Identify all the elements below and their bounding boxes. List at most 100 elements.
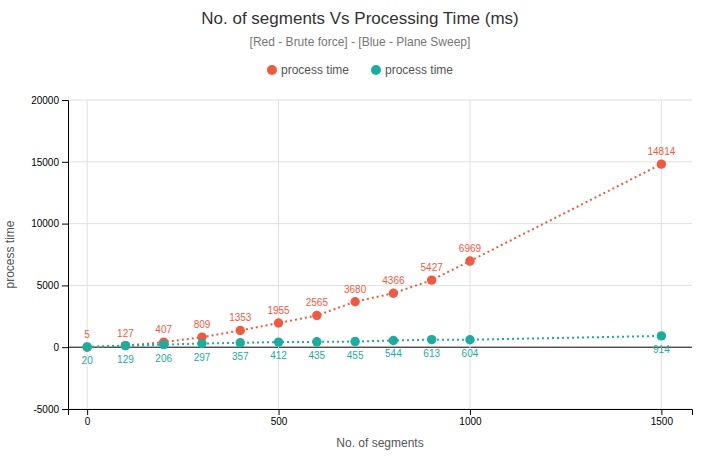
data-label: 435 xyxy=(308,350,325,361)
point xyxy=(657,159,666,168)
point xyxy=(312,337,321,346)
grid-line xyxy=(68,285,692,286)
legend: process time process time xyxy=(267,63,453,77)
x-tick-label: 1000 xyxy=(459,416,482,427)
data-label: 809 xyxy=(194,319,211,330)
x-tick-label: 1500 xyxy=(651,416,674,427)
x-tick-mark xyxy=(661,409,662,415)
y-axis-title: process time xyxy=(3,220,17,288)
point xyxy=(312,311,321,320)
data-label: 613 xyxy=(423,348,440,359)
data-label: 1955 xyxy=(267,305,290,316)
grid-line xyxy=(469,100,470,409)
data-label: 297 xyxy=(194,352,211,363)
legend-marker xyxy=(267,65,277,75)
y-tick-mark xyxy=(62,100,68,101)
x-tick-label: 0 xyxy=(85,416,91,427)
series-line xyxy=(87,164,661,347)
legend-label: process time xyxy=(281,63,349,77)
point xyxy=(465,256,474,265)
point xyxy=(389,336,398,345)
point xyxy=(350,297,359,306)
legend-marker xyxy=(371,65,381,75)
x-axis: 0 500 1000 1500 xyxy=(69,409,693,427)
point xyxy=(82,342,91,351)
point xyxy=(350,337,359,346)
data-label: 357 xyxy=(232,351,249,362)
x-axis-title: No. of segments xyxy=(336,436,423,450)
x-tick-mark xyxy=(279,409,280,415)
x-tick-label: 500 xyxy=(271,416,288,427)
x-tick: 1000 xyxy=(459,409,482,427)
point xyxy=(197,339,206,348)
y-tick-mark xyxy=(62,224,68,225)
data-label: 2565 xyxy=(306,297,329,308)
y-tick: 20000 xyxy=(31,95,68,106)
grid xyxy=(68,100,692,409)
marks xyxy=(82,159,666,351)
y-tick: -5000 xyxy=(33,404,68,415)
y-tick-mark xyxy=(62,347,68,348)
x-tick: 0 xyxy=(85,409,91,427)
grid-line xyxy=(278,100,279,409)
x-axis-line xyxy=(69,410,693,416)
point xyxy=(236,326,245,335)
y-tick: 15000 xyxy=(31,157,68,168)
data-label: 20 xyxy=(82,355,94,366)
y-tick-mark xyxy=(62,285,68,286)
subtitle: [Red - Brute force] - [Blue - Plane Swee… xyxy=(250,35,471,49)
y-tick: 5000 xyxy=(37,280,68,291)
point xyxy=(657,331,666,340)
grid-line xyxy=(68,100,692,101)
x-tick-mark xyxy=(470,409,471,415)
plot: 0 500 1000 1500 -5000 0 5000 10000 15000 20000 No.… xyxy=(3,95,693,450)
data-label: 5427 xyxy=(421,262,444,273)
x-tick: 1500 xyxy=(651,409,674,427)
point xyxy=(427,275,436,284)
grid-line xyxy=(68,161,692,162)
y-tick-label: 5000 xyxy=(37,280,60,291)
point xyxy=(274,337,283,346)
data-label: 407 xyxy=(155,324,172,335)
point xyxy=(389,289,398,298)
legend-item: process time xyxy=(267,63,349,77)
series-line xyxy=(87,336,661,347)
data-label: 3680 xyxy=(344,284,367,295)
y-tick-mark xyxy=(62,162,68,163)
legend-label: process time xyxy=(385,63,453,77)
y-tick: 0 xyxy=(53,342,68,353)
y-tick-mark xyxy=(62,409,68,410)
data-label: 5 xyxy=(84,329,90,340)
legend-item: process time xyxy=(371,63,453,77)
y-axis-line xyxy=(62,101,69,410)
data-label: 455 xyxy=(347,350,364,361)
data-label: 14814 xyxy=(647,146,675,157)
data-label: 6969 xyxy=(459,243,482,254)
data-label: 914 xyxy=(653,344,670,355)
y-tick-label: 15000 xyxy=(31,157,59,168)
point xyxy=(159,340,168,349)
data-label: 412 xyxy=(270,350,287,361)
y-tick: 10000 xyxy=(31,218,68,229)
x-tick: 500 xyxy=(271,409,288,427)
data-label: 129 xyxy=(117,354,134,365)
data-label: 604 xyxy=(462,348,479,359)
y-tick-label: -5000 xyxy=(33,404,59,415)
y-tick-label: 0 xyxy=(53,342,59,353)
title: No. of segments Vs Processing Time (ms) xyxy=(201,9,518,28)
data-label: 206 xyxy=(155,353,172,364)
point xyxy=(274,318,283,327)
data-label: 4366 xyxy=(382,275,405,286)
point xyxy=(465,335,474,344)
chart: No. of segments Vs Processing Time (ms) [… xyxy=(0,0,720,459)
y-tick-label: 10000 xyxy=(31,218,59,229)
point xyxy=(121,341,130,350)
data-label: 127 xyxy=(117,328,134,339)
point xyxy=(82,342,91,351)
data-label: 544 xyxy=(385,348,402,359)
y-axis: -5000 0 5000 10000 15000 20000 xyxy=(31,95,68,415)
grid-line xyxy=(68,223,692,224)
data-label: 1353 xyxy=(229,312,252,323)
x-tick-mark xyxy=(87,409,88,415)
y-tick-label: 20000 xyxy=(31,95,59,106)
